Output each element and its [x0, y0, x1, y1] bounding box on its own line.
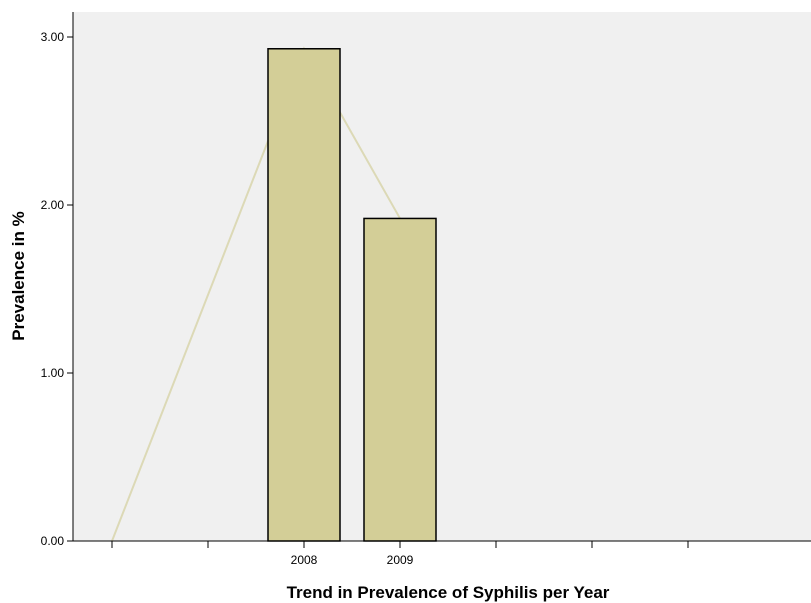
plot-area	[73, 12, 811, 541]
bar-2009	[363, 217, 437, 542]
x-tick-label: 2008	[291, 553, 318, 567]
y-ticks: 0.00 1.00 2.00 3.00	[41, 30, 73, 548]
y-tick-label: 3.00	[41, 30, 65, 44]
x-axis-title: Trend in Prevalence of Syphilis per Year	[287, 583, 610, 602]
y-axis-title: Prevalence in %	[9, 211, 28, 340]
y-tick-label: 0.00	[41, 534, 65, 548]
y-tick-label: 2.00	[41, 198, 65, 212]
x-ticks: 2008 2009	[111, 541, 689, 567]
bar-2008	[267, 48, 341, 542]
y-tick-label: 1.00	[41, 366, 65, 380]
x-tick-label: 2009	[387, 553, 414, 567]
